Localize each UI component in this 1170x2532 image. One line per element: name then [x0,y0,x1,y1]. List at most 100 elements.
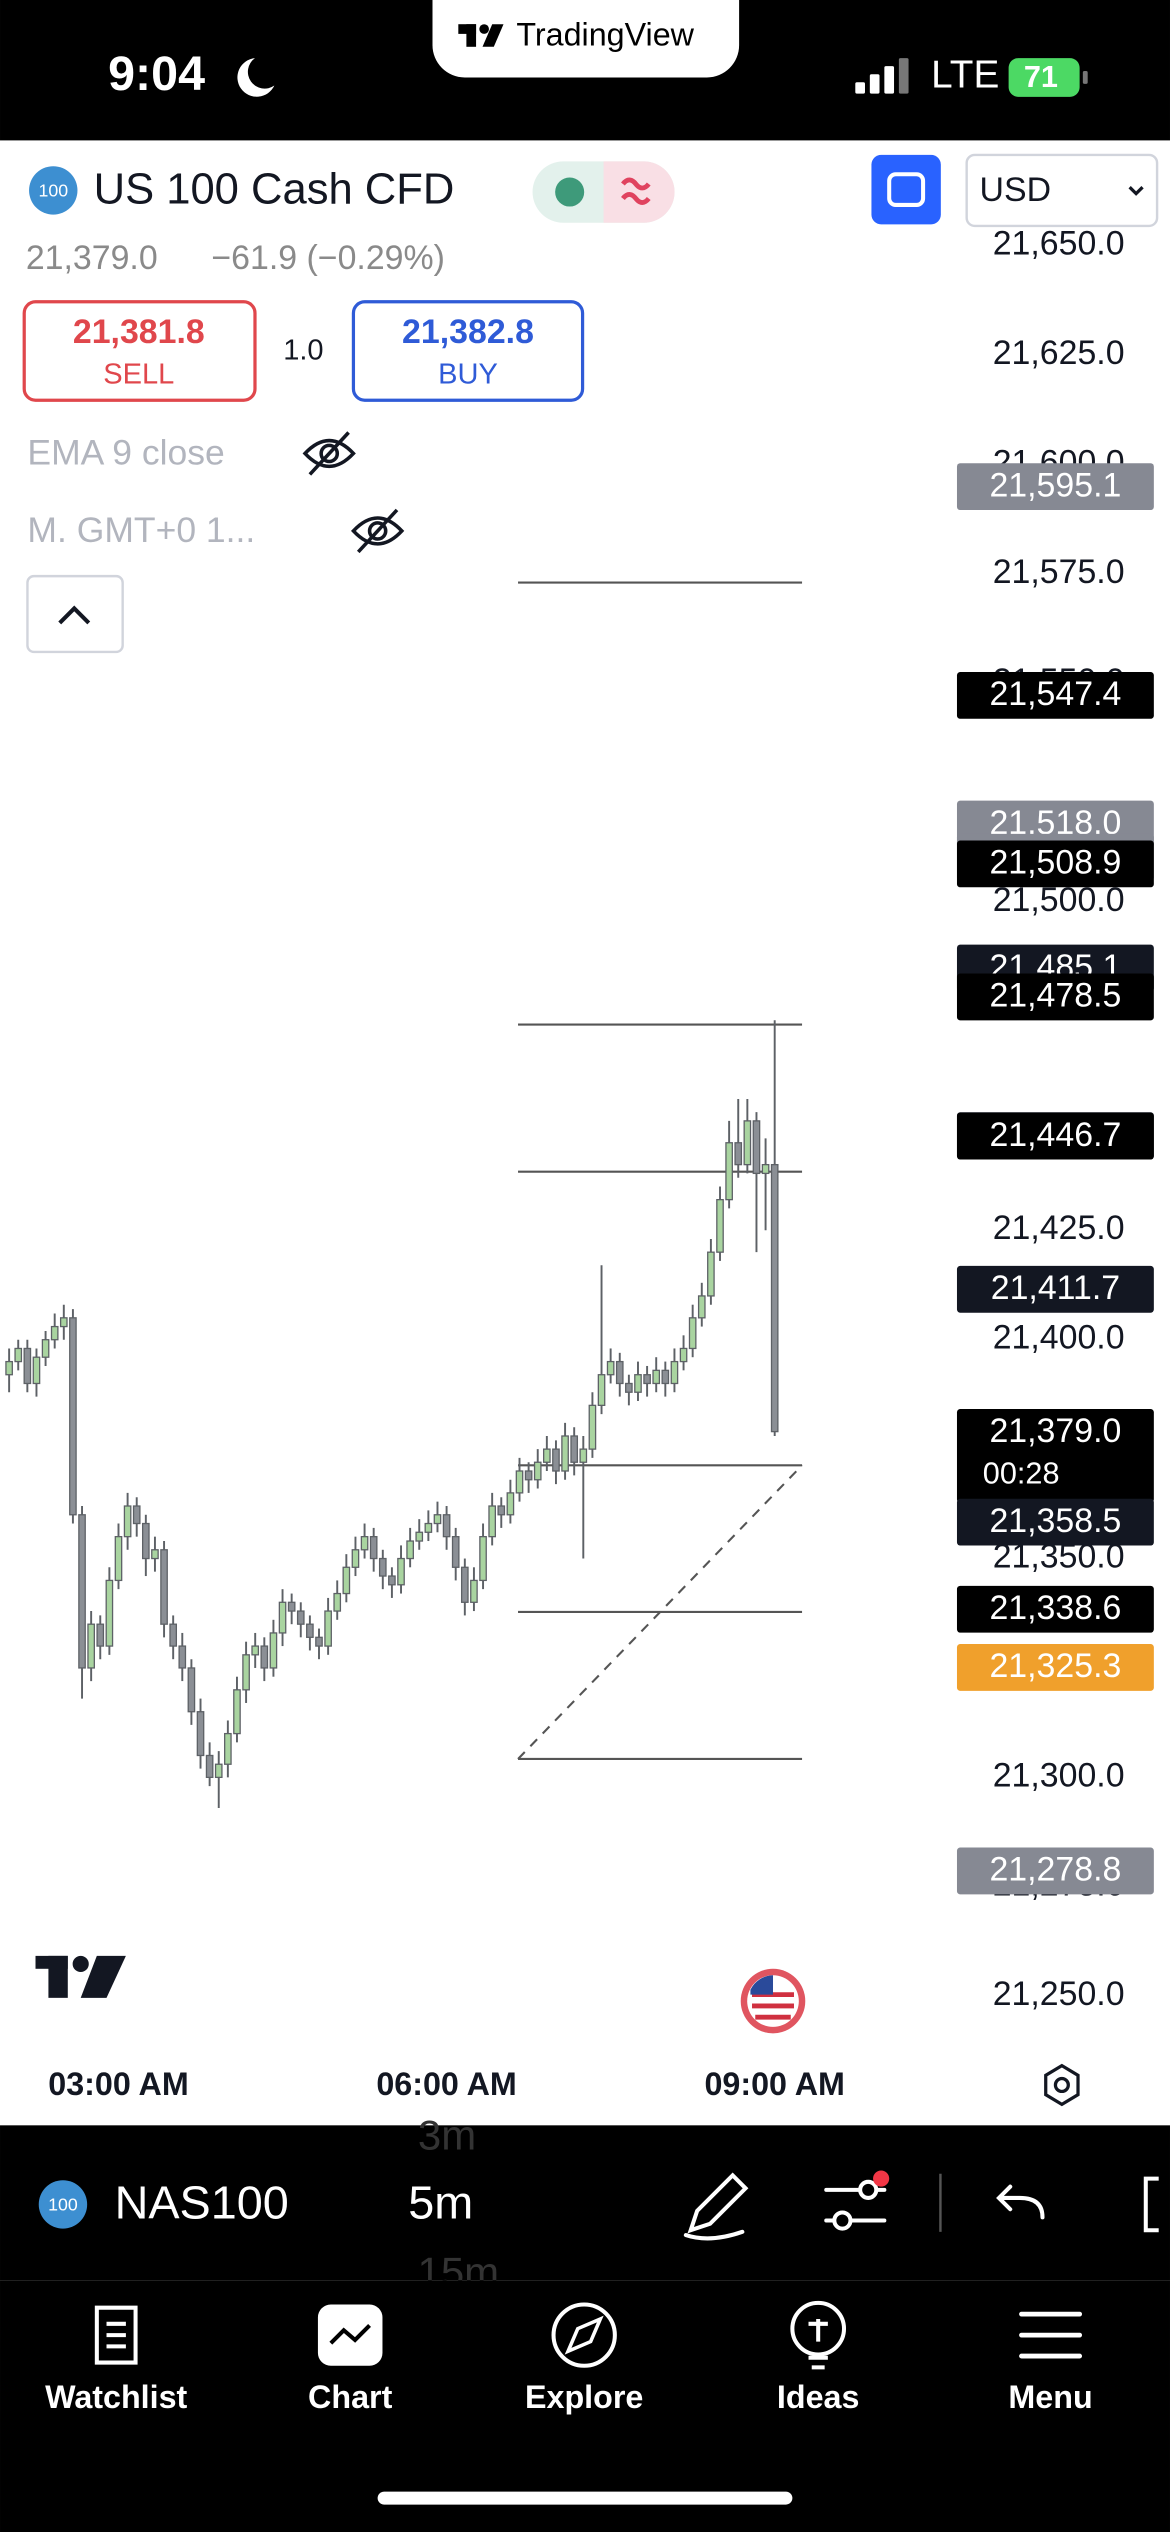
undo-button[interactable] [996,2184,1045,2220]
app-logo [458,24,504,47]
candle-body [196,1711,205,1757]
candle-body [752,1120,761,1175]
tab[interactable]: Explore [525,2302,643,2415]
indicators-tool[interactable] [824,2179,887,2231]
collapse-button[interactable] [26,574,124,654]
status-dot [555,177,585,207]
candle-body [251,1645,260,1656]
currency-select[interactable] [965,153,1159,228]
tab[interactable]: Ideas [777,2300,860,2415]
candle-body [433,1514,442,1525]
candle-body [69,1317,77,1516]
network: LTE [931,54,999,97]
candle-body [287,1601,296,1612]
interval[interactable]: 5m [408,2176,473,2228]
battery [1008,58,1080,97]
candle-body [442,1514,451,1538]
spread: 1.0 [283,334,323,366]
interval-prev[interactable]: 3m [418,2111,476,2158]
candle-body [378,1557,387,1577]
price-badge [956,1112,1154,1160]
trend-line [517,1464,803,1760]
candle-body [697,1295,706,1319]
toolbar [0,2125,1170,2281]
settings-icon[interactable] [1044,2063,1080,2107]
candle-body [716,1199,724,1253]
buy-button[interactable] [351,300,585,402]
price-badge-label: 21,508.9 [989,844,1121,882]
dropdown-arrow [1128,186,1144,196]
x-tick-label: 06:00 AM [376,2066,516,2102]
tab-label: Explore [525,2379,643,2415]
candle-body [214,1763,223,1779]
tab[interactable]: Chart [308,2304,393,2415]
candle-body [415,1531,424,1542]
indicator[interactable]: EMA 9 close [27,432,224,472]
hidden-icon[interactable] [350,508,405,554]
candle-body [123,1505,132,1538]
tab-label: Menu [1008,2379,1092,2415]
tab-label: Chart [308,2379,393,2415]
candle-body [506,1492,515,1516]
symbol-title[interactable]: US 100 Cash CFD [94,166,455,214]
candle-body [23,1347,32,1385]
more-tools[interactable] [1143,2176,1159,2233]
fullscreen-button[interactable] [871,154,941,225]
candle-body [233,1689,241,1735]
candle-body [761,1163,770,1175]
sell-label: SELL [103,359,174,391]
buy-label: BUY [438,359,498,391]
notification-dot [873,2170,890,2187]
price-badge-label: 21,478.5 [989,977,1121,1015]
y-tick-label: 21,575.0 [993,553,1125,591]
sell-price: 21,381.8 [73,313,205,351]
candle-body [160,1549,168,1625]
candle-body [552,1448,560,1472]
candle-body [260,1645,269,1669]
settings-icon-center [1053,2076,1070,2094]
app-tab [432,0,740,78]
candle-body [151,1549,159,1560]
candle-body [78,1514,86,1669]
tab[interactable]: Menu [1008,2311,1093,2415]
y-tick-label: 21,625.0 [993,334,1125,372]
candle-body [670,1360,679,1385]
candle-body [406,1540,414,1560]
candle-body [50,1325,59,1341]
hidden-icon[interactable] [302,431,356,476]
price-badge [956,1644,1154,1691]
candle-body [588,1404,597,1450]
candle-body [625,1382,633,1393]
price-badge [956,1265,1154,1313]
candle-body [743,1120,752,1166]
sell-button[interactable] [22,300,257,402]
draw-tool[interactable] [683,2172,749,2241]
candle-body [269,1632,278,1669]
candle-body [224,1732,232,1765]
indicator[interactable]: M. GMT+0 1... [27,510,255,550]
last-price: 21,379.0 [26,239,158,277]
fullscreen-icon [887,172,926,207]
candle-body [606,1360,615,1376]
candle-body [141,1522,150,1560]
candle-body [488,1505,496,1538]
price-badge-label: 21,446.7 [989,1116,1121,1154]
tv-watermark [35,1955,126,1998]
candle-body [561,1435,569,1472]
symbol[interactable]: NAS100 [115,2176,289,2228]
tab[interactable]: Watchlist [45,2305,188,2416]
symbol-icon [29,166,78,215]
candle-body [278,1601,287,1634]
candle-body [87,1623,95,1669]
price-change: −61.9 (−0.29%) [211,239,445,277]
moon-icon [237,58,275,97]
candle-body [178,1645,187,1669]
candle-body [707,1251,715,1297]
divider [939,2173,942,2232]
symbol-icon [38,2180,88,2229]
clock: 9:04 [108,47,205,101]
price-badge [956,1585,1154,1633]
country-flag[interactable] [740,1968,806,2034]
candle-body [205,1754,214,1779]
